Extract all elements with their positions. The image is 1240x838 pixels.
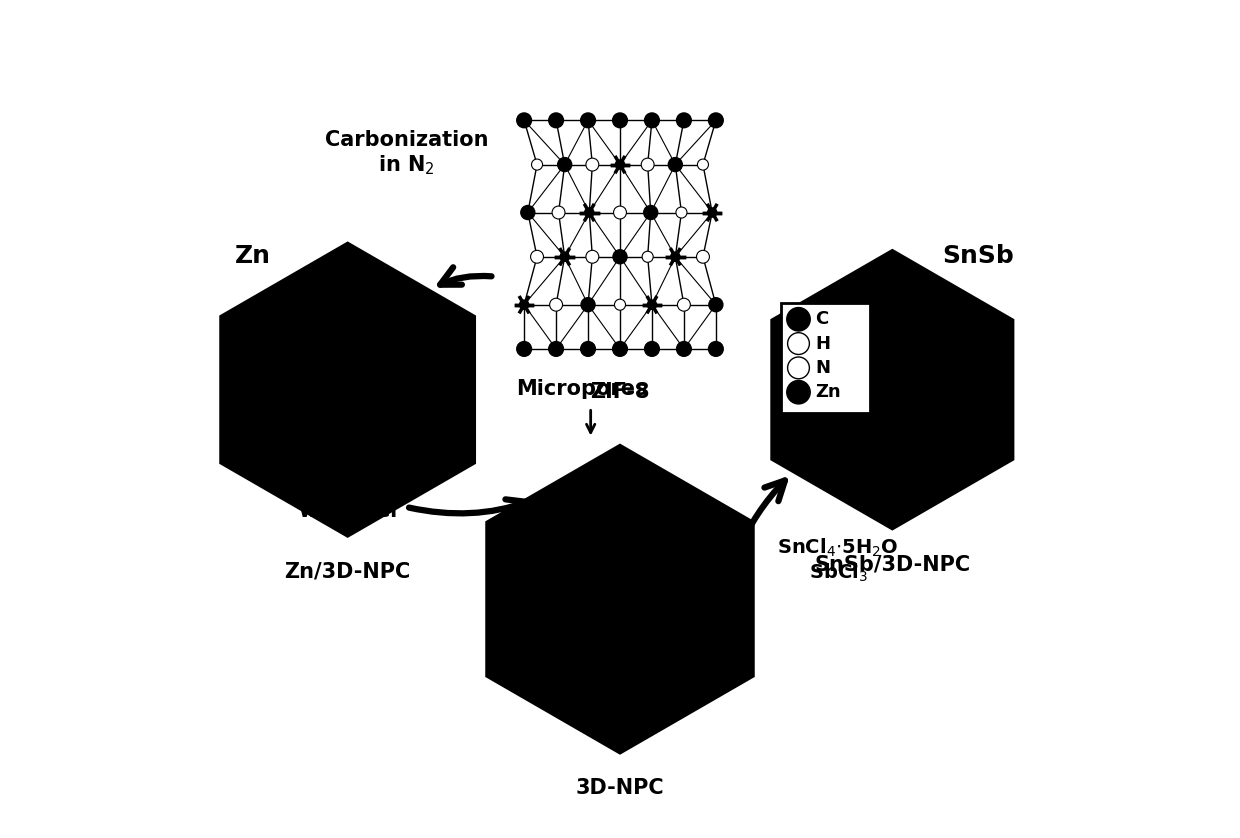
Circle shape bbox=[677, 342, 691, 356]
Text: SnCl$_4$$\cdot$5H$_2$O
SbCl$_3$: SnCl$_4$$\cdot$5H$_2$O SbCl$_3$ bbox=[777, 536, 899, 584]
Text: Zn/3D-NPC: Zn/3D-NPC bbox=[284, 561, 410, 582]
Text: Zn: Zn bbox=[234, 244, 270, 268]
Text: Carbonization
in N$_2$: Carbonization in N$_2$ bbox=[325, 130, 489, 177]
Circle shape bbox=[677, 113, 691, 127]
Circle shape bbox=[642, 251, 653, 262]
Circle shape bbox=[668, 158, 682, 172]
Circle shape bbox=[787, 357, 810, 379]
Circle shape bbox=[613, 113, 627, 127]
Circle shape bbox=[613, 250, 627, 264]
Text: C: C bbox=[815, 310, 828, 328]
Circle shape bbox=[641, 158, 655, 171]
Circle shape bbox=[549, 113, 563, 127]
Text: Micropores: Micropores bbox=[517, 379, 649, 399]
Circle shape bbox=[615, 160, 625, 169]
Circle shape bbox=[708, 342, 723, 356]
Circle shape bbox=[645, 342, 660, 356]
Text: SnSb/3D-NPC: SnSb/3D-NPC bbox=[815, 554, 971, 574]
Circle shape bbox=[549, 342, 563, 356]
Polygon shape bbox=[771, 251, 1013, 529]
Circle shape bbox=[786, 308, 810, 331]
Circle shape bbox=[549, 298, 563, 311]
Circle shape bbox=[560, 252, 569, 261]
Polygon shape bbox=[486, 445, 754, 753]
Circle shape bbox=[614, 206, 626, 219]
Circle shape bbox=[787, 333, 810, 354]
Circle shape bbox=[552, 206, 565, 219]
Circle shape bbox=[517, 342, 532, 356]
Circle shape bbox=[585, 251, 599, 263]
Circle shape bbox=[517, 113, 532, 127]
Text: ZIF-8: ZIF-8 bbox=[590, 382, 650, 402]
Circle shape bbox=[585, 158, 599, 171]
Circle shape bbox=[697, 159, 708, 170]
Circle shape bbox=[708, 208, 717, 217]
Circle shape bbox=[532, 159, 543, 170]
Circle shape bbox=[676, 207, 687, 218]
Circle shape bbox=[580, 113, 595, 127]
Text: Zn: Zn bbox=[815, 383, 841, 401]
Circle shape bbox=[615, 299, 625, 310]
Polygon shape bbox=[221, 243, 475, 536]
Text: N: N bbox=[815, 359, 831, 377]
Circle shape bbox=[580, 342, 595, 356]
Circle shape bbox=[558, 158, 572, 172]
Text: Remove Zn
with HCl: Remove Zn with HCl bbox=[281, 478, 413, 521]
Circle shape bbox=[697, 251, 709, 263]
Circle shape bbox=[521, 205, 534, 220]
Text: 3D-NPC: 3D-NPC bbox=[575, 779, 665, 799]
Text: H: H bbox=[815, 334, 831, 353]
Circle shape bbox=[671, 252, 680, 261]
Circle shape bbox=[644, 205, 657, 220]
Circle shape bbox=[647, 300, 656, 309]
Circle shape bbox=[645, 113, 660, 127]
Text: SnSb: SnSb bbox=[942, 244, 1014, 268]
Circle shape bbox=[531, 251, 543, 263]
Circle shape bbox=[708, 113, 723, 127]
Circle shape bbox=[520, 300, 528, 309]
FancyBboxPatch shape bbox=[781, 303, 869, 413]
Circle shape bbox=[585, 208, 594, 217]
Circle shape bbox=[677, 298, 691, 311]
Circle shape bbox=[582, 297, 595, 312]
Circle shape bbox=[709, 297, 723, 312]
Circle shape bbox=[613, 342, 627, 356]
Circle shape bbox=[786, 380, 810, 404]
